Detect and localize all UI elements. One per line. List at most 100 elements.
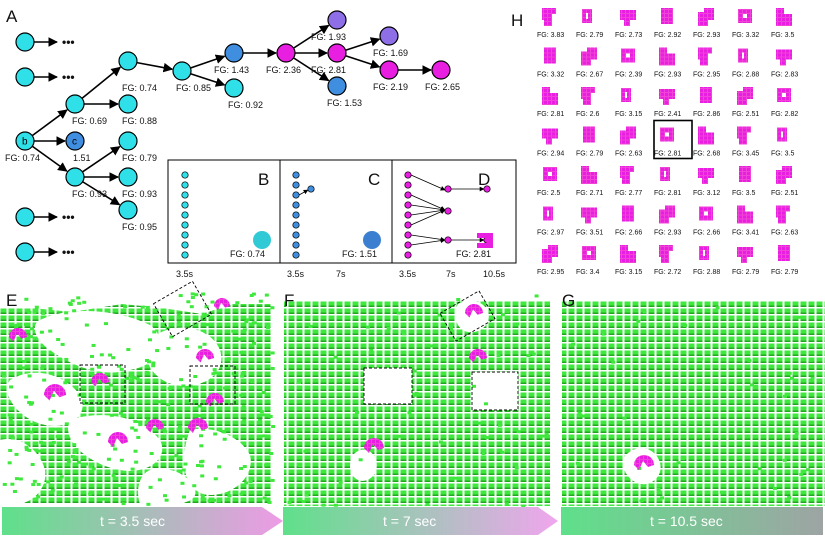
shape-fg-label: FG: 3.51 [576, 230, 603, 237]
stray-particle [84, 462, 89, 466]
shape-fg-label: FG: 2.97 [537, 230, 564, 237]
stray-particle [249, 420, 254, 424]
stray-particle [136, 435, 141, 439]
stray-particle [396, 434, 401, 438]
shape-cell: FG: 2.95 [537, 245, 564, 276]
robot-shape [582, 9, 592, 23]
stray-particle [239, 350, 244, 354]
stray-particle [174, 454, 179, 458]
tree-fg-n11: FG: 2.36 [266, 65, 301, 75]
shape-fg-label: FG: 2.77 [615, 190, 642, 197]
stray-particle [116, 364, 121, 368]
stray-particle [146, 502, 151, 506]
shape-cell: FG: 2.93 [654, 205, 681, 237]
shape-fg-label: FG: 3.41 [732, 230, 759, 237]
tree-fg-n16: FG: 2.19 [373, 82, 408, 92]
stray-particle [190, 292, 195, 296]
time-label-f: t = 7 sec [383, 513, 436, 529]
shape-fg-label: FG: 3.45 [732, 151, 759, 158]
shape-cell: FG: 2.93 [654, 47, 681, 79]
stray-particle [575, 461, 580, 465]
stray-particle [259, 410, 264, 414]
stray-particle [242, 370, 247, 374]
robot-shape [543, 206, 553, 221]
stray-particle [541, 434, 546, 438]
stray-particle [715, 306, 720, 310]
time-arrow-f [283, 507, 558, 535]
stray-particle [216, 499, 221, 503]
inset-arrow [410, 209, 446, 226]
stray-particle [22, 359, 27, 363]
stray-particle [48, 307, 53, 311]
tree-node-b [15, 131, 35, 151]
stray-particle [571, 342, 576, 346]
stray-particle [248, 479, 253, 483]
stray-particle [27, 400, 32, 404]
stray-particle [676, 461, 681, 465]
stray-particle [39, 330, 44, 334]
shape-fg-label: FG: 2.93 [654, 72, 681, 79]
stray-particle [429, 344, 434, 348]
stray-particle [456, 297, 461, 301]
shape-fg-label: FG: 3.15 [615, 269, 642, 276]
stray-particle [29, 422, 34, 426]
stray-particle [578, 484, 583, 488]
stray-particle [72, 309, 77, 313]
stray-particle [21, 366, 26, 370]
stray-particle [148, 338, 153, 342]
stray-particle [267, 500, 272, 504]
shape-fg-label: FG: 2.95 [693, 72, 720, 79]
stray-particle [59, 475, 64, 479]
stray-particle [186, 300, 191, 304]
stray-particle [166, 403, 171, 407]
stray-particle [90, 354, 95, 358]
stray-particle [12, 489, 17, 493]
shape-fg-label: FG: 2.73 [615, 32, 642, 39]
stray-particle [7, 413, 12, 417]
shape-fg-label: FG: 3.83 [537, 32, 564, 39]
stray-particle [213, 432, 218, 436]
shape-cell: FG: 2.93 [693, 8, 720, 39]
stray-particle [167, 387, 172, 391]
robot-shape [777, 127, 787, 142]
stray-particle [782, 458, 787, 462]
robot-organism [108, 432, 128, 447]
stray-particle [201, 312, 206, 316]
inset-c-dot [292, 251, 300, 259]
inset-c-dot [292, 201, 300, 209]
stray-particle [642, 310, 647, 314]
stray-particle [521, 504, 526, 508]
tree-fg-n5: FG: 0.79 [122, 153, 157, 163]
stray-particle [231, 372, 236, 376]
robot-shape [542, 128, 558, 145]
stray-particle [27, 374, 32, 378]
stray-particle [192, 484, 197, 488]
stray-particle [496, 353, 501, 357]
stray-particle [138, 423, 143, 427]
stray-particle [414, 391, 419, 395]
tree-edge [190, 73, 226, 87]
stray-particle [31, 427, 36, 431]
stray-particle [72, 443, 77, 447]
tree-edge [31, 145, 68, 172]
robot-shape [620, 10, 636, 26]
inset-d-dot [404, 181, 412, 189]
shape-fg-label: FG: 2.39 [615, 72, 642, 79]
stray-particle [321, 503, 326, 507]
stray-particle [200, 494, 205, 498]
empty-region [364, 368, 412, 404]
time-label-e: t = 3.5 sec [100, 513, 165, 529]
stray-particle [152, 330, 157, 334]
tree-ellipsis: ••• [62, 245, 75, 259]
shape-fg-label: FG: 3.5 [732, 190, 755, 197]
empty-region [472, 372, 518, 410]
robot-shape [583, 126, 595, 143]
inset-arrow [298, 189, 309, 196]
stray-particle [180, 434, 185, 438]
robot-shape [581, 87, 595, 105]
stray-particle [121, 502, 126, 506]
stray-particle [505, 310, 510, 314]
stray-particle [239, 393, 244, 397]
shape-fg-label: FG: 2.86 [693, 111, 720, 118]
